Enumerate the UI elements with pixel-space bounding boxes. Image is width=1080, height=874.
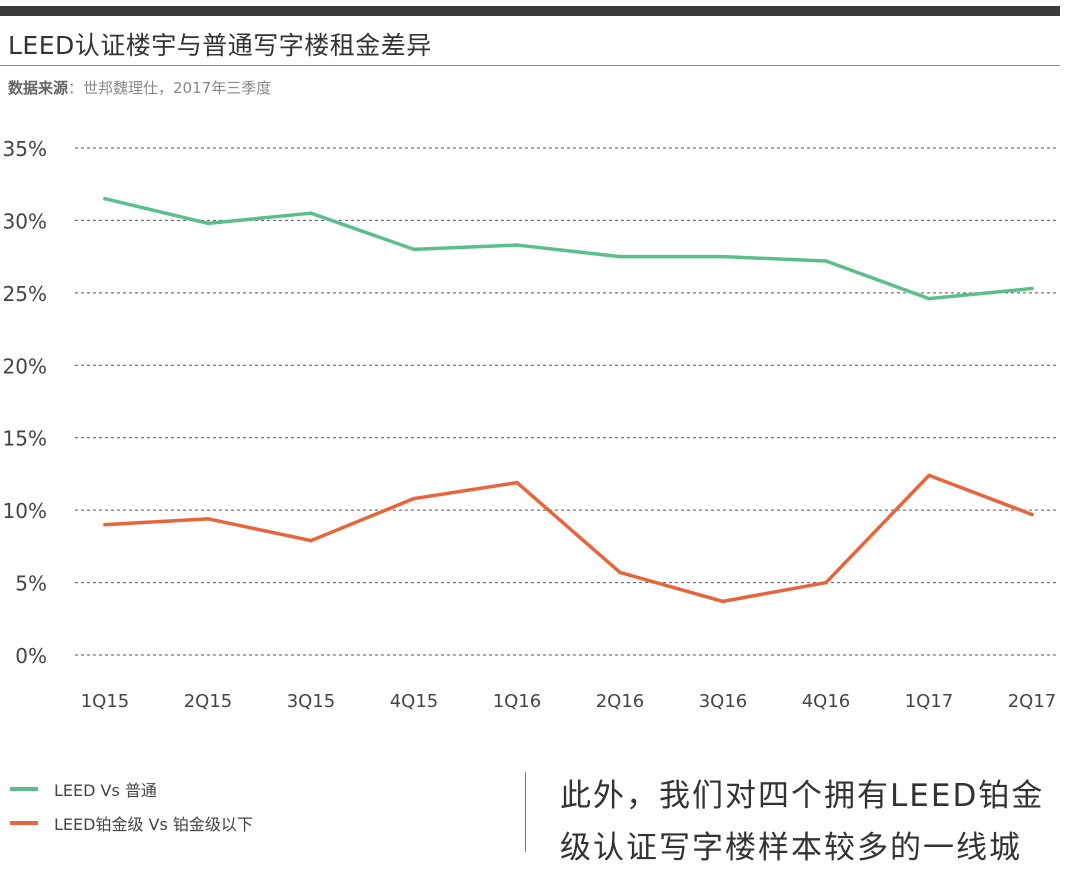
x-tick-label: 4Q15 xyxy=(390,691,439,712)
data-point xyxy=(412,496,416,501)
x-tick-label: 2Q16 xyxy=(596,691,645,712)
data-point xyxy=(515,243,519,247)
legend-item-platinum-vs-below: LEED铂金级 Vs 铂金级以下 xyxy=(10,806,253,840)
data-point xyxy=(309,538,313,543)
y-tick-label: 30% xyxy=(3,209,47,233)
page-title: LEED认证楼宇与普通写字楼租金差异 xyxy=(8,31,432,60)
legend-label: LEED铂金级 Vs 铂金级以下 xyxy=(54,815,253,834)
data-point xyxy=(103,522,107,527)
data-point xyxy=(927,296,931,301)
source-text: ：世邦魏理仕，2017年三季度 xyxy=(68,79,272,97)
data-point xyxy=(824,259,828,263)
legend-item-leed-vs-normal: LEED Vs 普通 xyxy=(10,772,253,806)
x-tick-label: 3Q16 xyxy=(699,691,748,712)
legend-label: LEED Vs 普通 xyxy=(54,781,157,800)
data-point xyxy=(618,254,622,259)
y-tick-label: 5% xyxy=(15,572,47,596)
data-point xyxy=(515,480,519,485)
y-tick-label: 20% xyxy=(3,354,47,378)
top-bar xyxy=(0,6,1060,16)
body-line: 此外，我们对四个拥有LEED铂金 xyxy=(560,778,1045,814)
y-tick-label: 10% xyxy=(3,499,47,523)
y-tick-label: 15% xyxy=(3,427,47,451)
data-point xyxy=(1030,512,1034,517)
line-chart: 0% 5% 10% 15% 20% 25% 30% 35% 1Q15 2Q15 3Q15 4Q15 1Q… xyxy=(3,137,1058,712)
data-point xyxy=(927,473,931,478)
data-point xyxy=(1030,286,1034,291)
source-label: 数据来源 xyxy=(8,79,69,97)
data-point xyxy=(206,221,210,226)
data-point xyxy=(618,570,622,575)
x-tick-label: 1Q15 xyxy=(81,691,130,712)
series-line-0 xyxy=(103,196,1034,301)
data-point xyxy=(412,247,416,252)
column-divider xyxy=(525,772,526,852)
series-line-1 xyxy=(103,473,1034,604)
x-tick-label: 2Q17 xyxy=(1008,691,1057,712)
y-tick-label: 35% xyxy=(3,137,47,161)
data-point xyxy=(721,254,725,259)
legend-swatch-green xyxy=(10,787,38,791)
y-tick-label: 25% xyxy=(3,282,47,306)
x-tick-label: 4Q16 xyxy=(802,691,851,712)
x-tick-label: 3Q15 xyxy=(287,691,336,712)
data-point xyxy=(103,196,107,201)
source-note: 数据来源：世邦魏理仕，2017年三季度 xyxy=(8,77,271,98)
data-point xyxy=(824,580,828,585)
x-tick-label: 1Q16 xyxy=(493,691,542,712)
legend-swatch-orange xyxy=(10,821,38,825)
chart-legend: LEED Vs 普通 LEED铂金级 Vs 铂金级以下 xyxy=(10,772,253,840)
data-point xyxy=(206,517,210,521)
x-tick-label: 1Q17 xyxy=(905,691,954,712)
data-point xyxy=(721,599,725,604)
y-tick-label: 0% xyxy=(15,644,47,668)
body-paragraph: 此外，我们对四个拥有LEED铂金 级认证写字楼样本较多的一线城 xyxy=(560,770,1060,874)
x-tick-label: 2Q15 xyxy=(184,691,233,712)
body-line: 级认证写字楼样本较多的一线城 xyxy=(560,830,1022,866)
title-divider xyxy=(0,65,1060,66)
data-point xyxy=(309,211,313,215)
